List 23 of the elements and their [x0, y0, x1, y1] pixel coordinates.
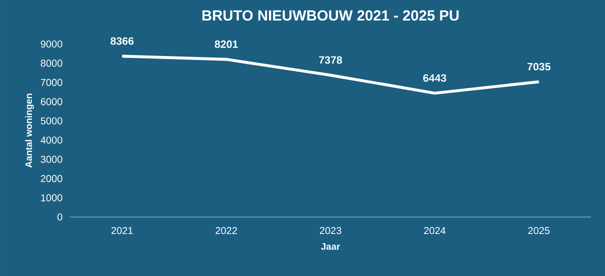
chart-title: BRUTO NIEUWBOUW 2021 - 2025 PU: [202, 10, 459, 21]
y-tick-label: 7000: [40, 78, 62, 86]
y-tick-label: 8000: [40, 60, 62, 67]
y-tick-label: 6000: [40, 98, 62, 106]
y-tick-label: 5000: [40, 117, 62, 124]
y-tick-label: 0: [57, 213, 62, 221]
data-label: 8201: [214, 40, 238, 48]
y-axis-title: Aantal woningen: [25, 94, 34, 168]
x-axis-title: Jaar: [321, 243, 340, 250]
data-label: 7378: [319, 56, 342, 64]
data-label: 8366: [110, 37, 134, 45]
x-tick-label: 2025: [528, 227, 550, 234]
data-label: 6443: [423, 74, 446, 82]
y-tick-label: 1000: [41, 194, 62, 202]
y-tick-label: 3000: [40, 156, 62, 163]
x-tick-label: 2024: [424, 227, 446, 234]
x-tick-label: 2021: [111, 227, 133, 234]
x-tick-label: 2023: [320, 227, 342, 234]
y-tick-label: 2000: [40, 175, 62, 182]
y-tick-label: 4000: [40, 136, 62, 144]
y-tick-label: 9000: [40, 40, 62, 48]
data-label: 7035: [528, 62, 550, 70]
x-tick-label: 2022: [216, 227, 237, 234]
